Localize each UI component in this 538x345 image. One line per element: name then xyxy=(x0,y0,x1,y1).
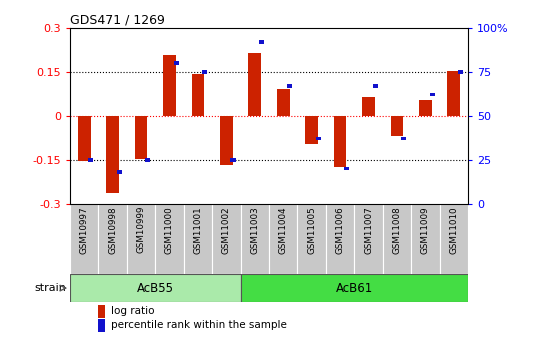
Bar xyxy=(98,319,105,332)
Text: GSM11007: GSM11007 xyxy=(364,206,373,254)
Bar xyxy=(88,158,94,162)
Bar xyxy=(127,204,155,274)
Bar xyxy=(145,158,150,162)
Text: AcB61: AcB61 xyxy=(336,282,373,295)
Text: log ratio: log ratio xyxy=(111,306,154,316)
Bar xyxy=(326,204,355,274)
Bar xyxy=(183,204,212,274)
Text: strain: strain xyxy=(34,283,66,293)
Text: GDS471 / 1269: GDS471 / 1269 xyxy=(70,13,165,27)
Bar xyxy=(458,70,463,73)
Bar xyxy=(202,70,207,73)
Bar xyxy=(70,204,98,274)
Bar xyxy=(240,204,269,274)
Text: GSM11000: GSM11000 xyxy=(165,206,174,254)
Text: AcB55: AcB55 xyxy=(137,282,174,295)
Text: GSM11003: GSM11003 xyxy=(250,206,259,254)
Bar xyxy=(391,116,404,136)
Bar xyxy=(373,84,378,88)
Bar xyxy=(411,204,440,274)
Bar xyxy=(98,305,105,318)
Bar xyxy=(287,84,293,88)
Bar xyxy=(106,116,119,194)
Bar xyxy=(401,137,406,140)
Text: GSM10999: GSM10999 xyxy=(137,206,146,253)
Bar xyxy=(298,204,326,274)
Text: GSM11010: GSM11010 xyxy=(449,206,458,254)
Bar xyxy=(230,158,236,162)
Bar xyxy=(155,204,183,274)
Bar xyxy=(334,116,346,167)
Bar xyxy=(240,274,468,302)
Bar xyxy=(344,167,349,170)
Bar xyxy=(117,170,122,174)
Text: GSM10998: GSM10998 xyxy=(108,206,117,254)
Bar xyxy=(429,93,435,97)
Bar xyxy=(70,274,240,302)
Bar xyxy=(192,74,204,116)
Text: GSM11001: GSM11001 xyxy=(193,206,202,254)
Text: GSM11008: GSM11008 xyxy=(392,206,401,254)
Bar xyxy=(134,116,147,159)
Bar xyxy=(419,100,432,116)
Bar xyxy=(174,61,179,65)
Bar xyxy=(362,97,375,116)
Bar xyxy=(269,204,298,274)
Bar xyxy=(212,204,240,274)
Bar xyxy=(305,116,318,144)
Bar xyxy=(277,89,289,116)
Text: GSM10997: GSM10997 xyxy=(80,206,89,254)
Text: GSM11004: GSM11004 xyxy=(279,206,288,254)
Bar xyxy=(316,137,321,140)
Bar xyxy=(440,204,468,274)
Text: GSM11006: GSM11006 xyxy=(336,206,345,254)
Bar xyxy=(259,40,264,43)
Bar xyxy=(249,52,261,116)
Bar xyxy=(355,204,383,274)
Bar xyxy=(220,116,233,165)
Text: percentile rank within the sample: percentile rank within the sample xyxy=(111,321,287,331)
Bar xyxy=(383,204,411,274)
Text: GSM11002: GSM11002 xyxy=(222,206,231,254)
Text: GSM11009: GSM11009 xyxy=(421,206,430,254)
Text: GSM11005: GSM11005 xyxy=(307,206,316,254)
Bar xyxy=(78,116,90,161)
Bar xyxy=(163,56,176,116)
Bar xyxy=(98,204,127,274)
Bar xyxy=(448,71,460,116)
